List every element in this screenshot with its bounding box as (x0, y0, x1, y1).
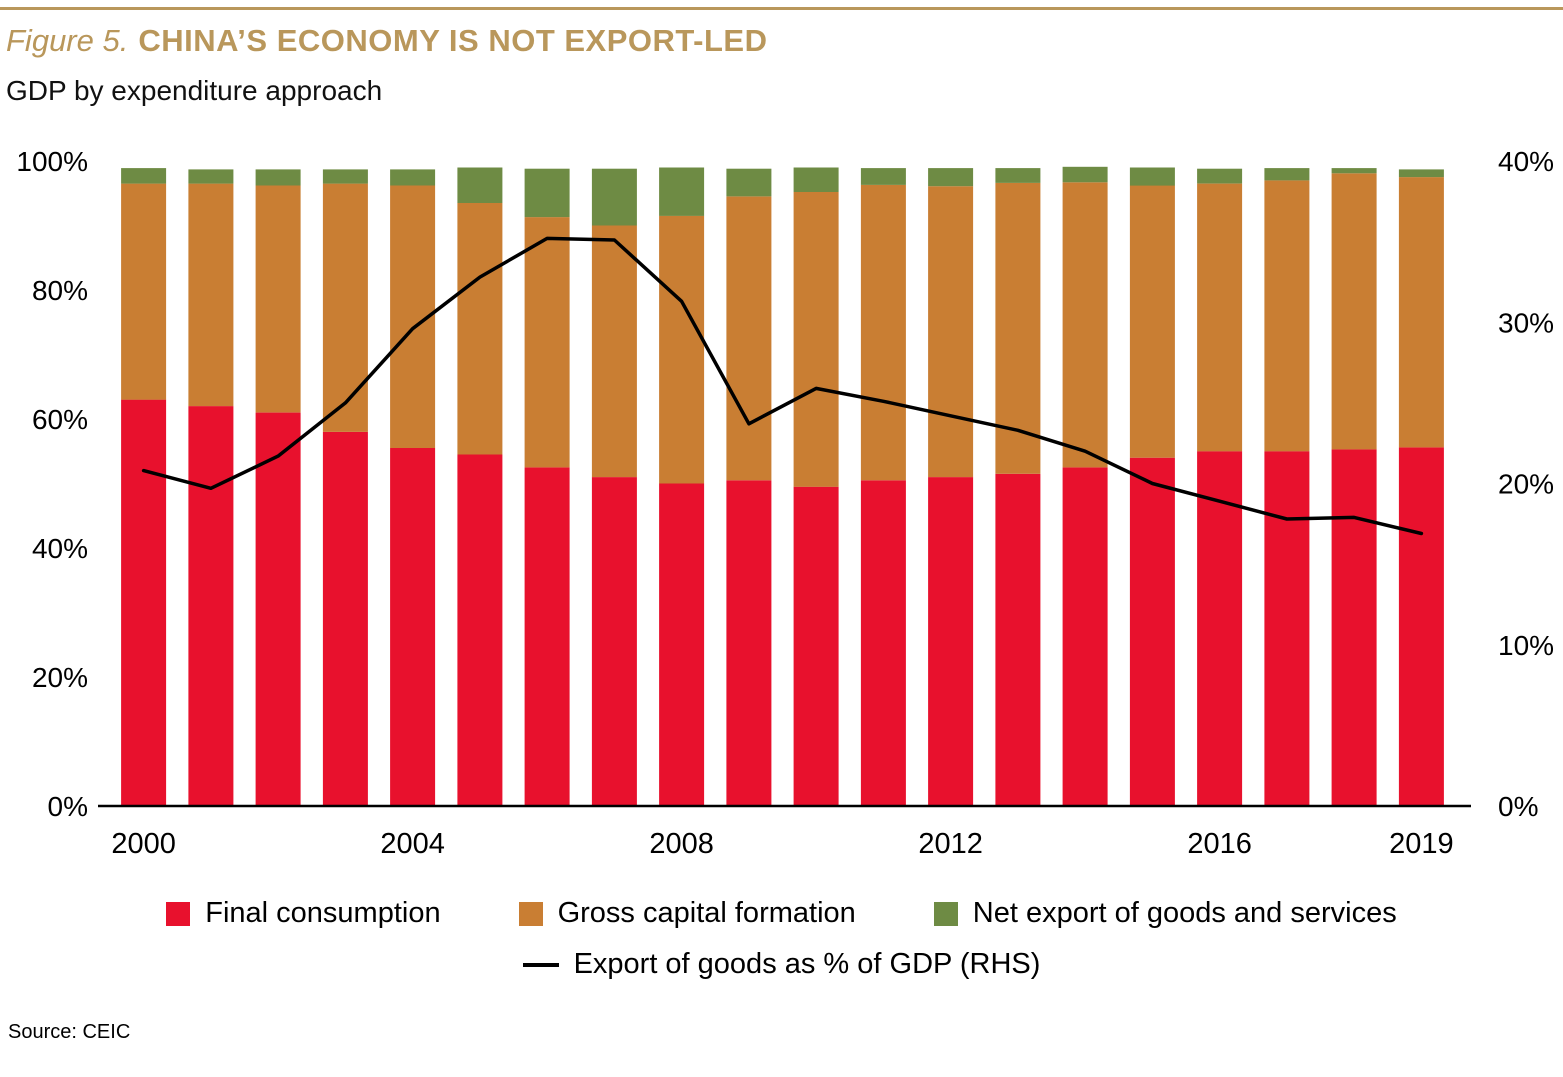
bar-final_consumption-2001 (188, 406, 234, 807)
bar-gross_capital_formation-2012 (928, 186, 974, 478)
bar-final_consumption-2018 (1331, 449, 1377, 807)
x-axis-label-2016: 2016 (1187, 828, 1252, 860)
bar-gross_capital_formation-2006 (524, 217, 570, 468)
gross-capital-formation-label: Gross capital formation (557, 897, 856, 930)
bar-final_consumption-2014 (1062, 467, 1108, 807)
net-exports-swatch (933, 901, 958, 926)
bar-net_exports-2017 (1264, 168, 1310, 181)
bar-net_exports-2012 (928, 168, 974, 187)
bar-gross_capital_formation-2015 (1129, 185, 1175, 458)
bar-gross_capital_formation-2003 (322, 183, 368, 432)
bar-final_consumption-2003 (322, 431, 368, 807)
exports-line (141, 236, 1424, 536)
bar-final_consumption-2006 (524, 467, 570, 807)
bar-final_consumption-2011 (860, 480, 906, 807)
bar-final_consumption-2017 (1264, 451, 1310, 807)
net-exports-label: Net export of goods and services (972, 897, 1397, 930)
bar-net_exports-2004 (390, 169, 436, 186)
legend-row-line: Export of goods as % of GDP (RHS) (0, 948, 1563, 981)
figure-title: Figure 5. CHINA’S ECONOMY IS NOT EXPORT-L… (6, 23, 1563, 58)
bar-gross_capital_formation-2014 (1062, 182, 1108, 468)
bar-gross_capital_formation-2000 (121, 183, 167, 400)
figure-number-label: Figure 5. (6, 23, 129, 58)
bar-net_exports-2000 (121, 168, 167, 184)
bar-gross_capital_formation-2016 (1197, 183, 1243, 452)
source-note: Source: CEIC (8, 1021, 131, 1044)
bar-final_consumption-2015 (1129, 457, 1175, 807)
bar-net_exports-2014 (1062, 166, 1108, 183)
bar-gross_capital_formation-2002 (255, 185, 301, 413)
bar-net_exports-2019 (1398, 169, 1444, 178)
bar-net_exports-2006 (524, 168, 570, 218)
left-axis-label-20%: 20% (32, 662, 88, 693)
exports-line-label: Export of goods as % of GDP (RHS) (573, 948, 1041, 981)
page: Figure 5. CHINA’S ECONOMY IS NOT EXPORT-L… (0, 7, 1563, 1077)
legend-item-gross-capital-formation: Gross capital formation (518, 897, 856, 930)
bar-final_consumption-2004 (390, 448, 436, 807)
legend-item-exports-line: Export of goods as % of GDP (RHS) (522, 948, 1041, 981)
bar-net_exports-2002 (255, 169, 301, 186)
final-consumption-label: Final consumption (205, 897, 441, 930)
x-axis-label-2004: 2004 (380, 828, 445, 860)
bar-gross_capital_formation-2017 (1264, 180, 1310, 452)
bar-gross_capital_formation-2009 (726, 196, 772, 481)
bar-gross_capital_formation-2019 (1398, 177, 1444, 448)
bar-gross_capital_formation-2011 (860, 184, 906, 481)
bar-final_consumption-2010 (793, 486, 839, 807)
legend-row-series: Final consumption Gross capital formatio… (0, 897, 1563, 930)
bar-net_exports-2013 (995, 168, 1041, 183)
bar-net_exports-2001 (188, 169, 234, 184)
legend: Final consumption Gross capital formatio… (0, 897, 1563, 981)
chart-subtitle: GDP by expenditure approach (6, 75, 383, 107)
bar-final_consumption-2007 (591, 477, 637, 807)
bar-final_consumption-2008 (659, 483, 705, 807)
bar-final_consumption-2016 (1197, 451, 1243, 807)
right-axis-label-0%: 0% (1498, 791, 1538, 822)
bar-gross_capital_formation-2005 (457, 202, 503, 455)
left-axis-label-0%: 0% (48, 791, 88, 822)
chart: 100% 80% 60% 40% 20% 0% 40% 30% 20% 10% 0% 2000 2004… (16, 146, 1554, 860)
bar-net_exports-2003 (322, 169, 368, 184)
bar-net_exports-2005 (457, 167, 503, 204)
bar-final_consumption-2019 (1398, 447, 1444, 807)
bar-gross_capital_formation-2007 (591, 225, 637, 478)
legend-item-net-exports: Net export of goods and services (933, 897, 1397, 930)
bar-gross_capital_formation-2001 (188, 183, 234, 407)
bar-final_consumption-2002 (255, 412, 301, 807)
right-axis-label-30%: 30% (1498, 307, 1554, 338)
bar-gross_capital_formation-2010 (793, 192, 839, 487)
page-title: CHINA’S ECONOMY IS NOT EXPORT-LED (138, 23, 768, 58)
legend-item-final-consumption: Final consumption (166, 897, 441, 930)
bar-final_consumption-2013 (995, 473, 1041, 807)
x-axis-label-2012: 2012 (918, 828, 983, 860)
bar-net_exports-2011 (860, 168, 906, 185)
x-axis-label-2000: 2000 (111, 828, 176, 860)
bar-net_exports-2009 (726, 168, 772, 197)
bar-net_exports-2016 (1197, 168, 1243, 184)
bar-net_exports-2008 (659, 167, 705, 216)
left-axis-label-100%: 100% (16, 146, 88, 177)
left-axis-label-80%: 80% (32, 275, 88, 306)
right-axis-label-20%: 20% (1498, 469, 1554, 500)
bar-net_exports-2018 (1331, 168, 1377, 174)
bar-net_exports-2015 (1129, 167, 1175, 186)
gross-capital-formation-swatch (518, 901, 543, 926)
left-axis-label-40%: 40% (32, 533, 88, 564)
bar-net_exports-2010 (793, 167, 839, 193)
bar-final_consumption-2012 (928, 477, 974, 807)
bar-gross_capital_formation-2018 (1331, 173, 1377, 450)
final-consumption-swatch (166, 901, 191, 926)
left-axis-label-60%: 60% (32, 404, 88, 435)
exports-line-swatch (522, 962, 559, 967)
right-axis-label-40%: 40% (1498, 146, 1554, 177)
top-rule (0, 7, 1563, 10)
bar-final_consumption-2005 (457, 454, 503, 807)
right-axis-label-10%: 10% (1498, 630, 1554, 661)
bar-gross_capital_formation-2008 (659, 215, 705, 484)
x-axis-label-2019: 2019 (1389, 828, 1454, 860)
bar-final_consumption-2009 (726, 480, 772, 807)
x-axis-label-2008: 2008 (649, 828, 714, 860)
bar-final_consumption-2000 (121, 399, 167, 807)
bar-net_exports-2007 (591, 168, 637, 226)
